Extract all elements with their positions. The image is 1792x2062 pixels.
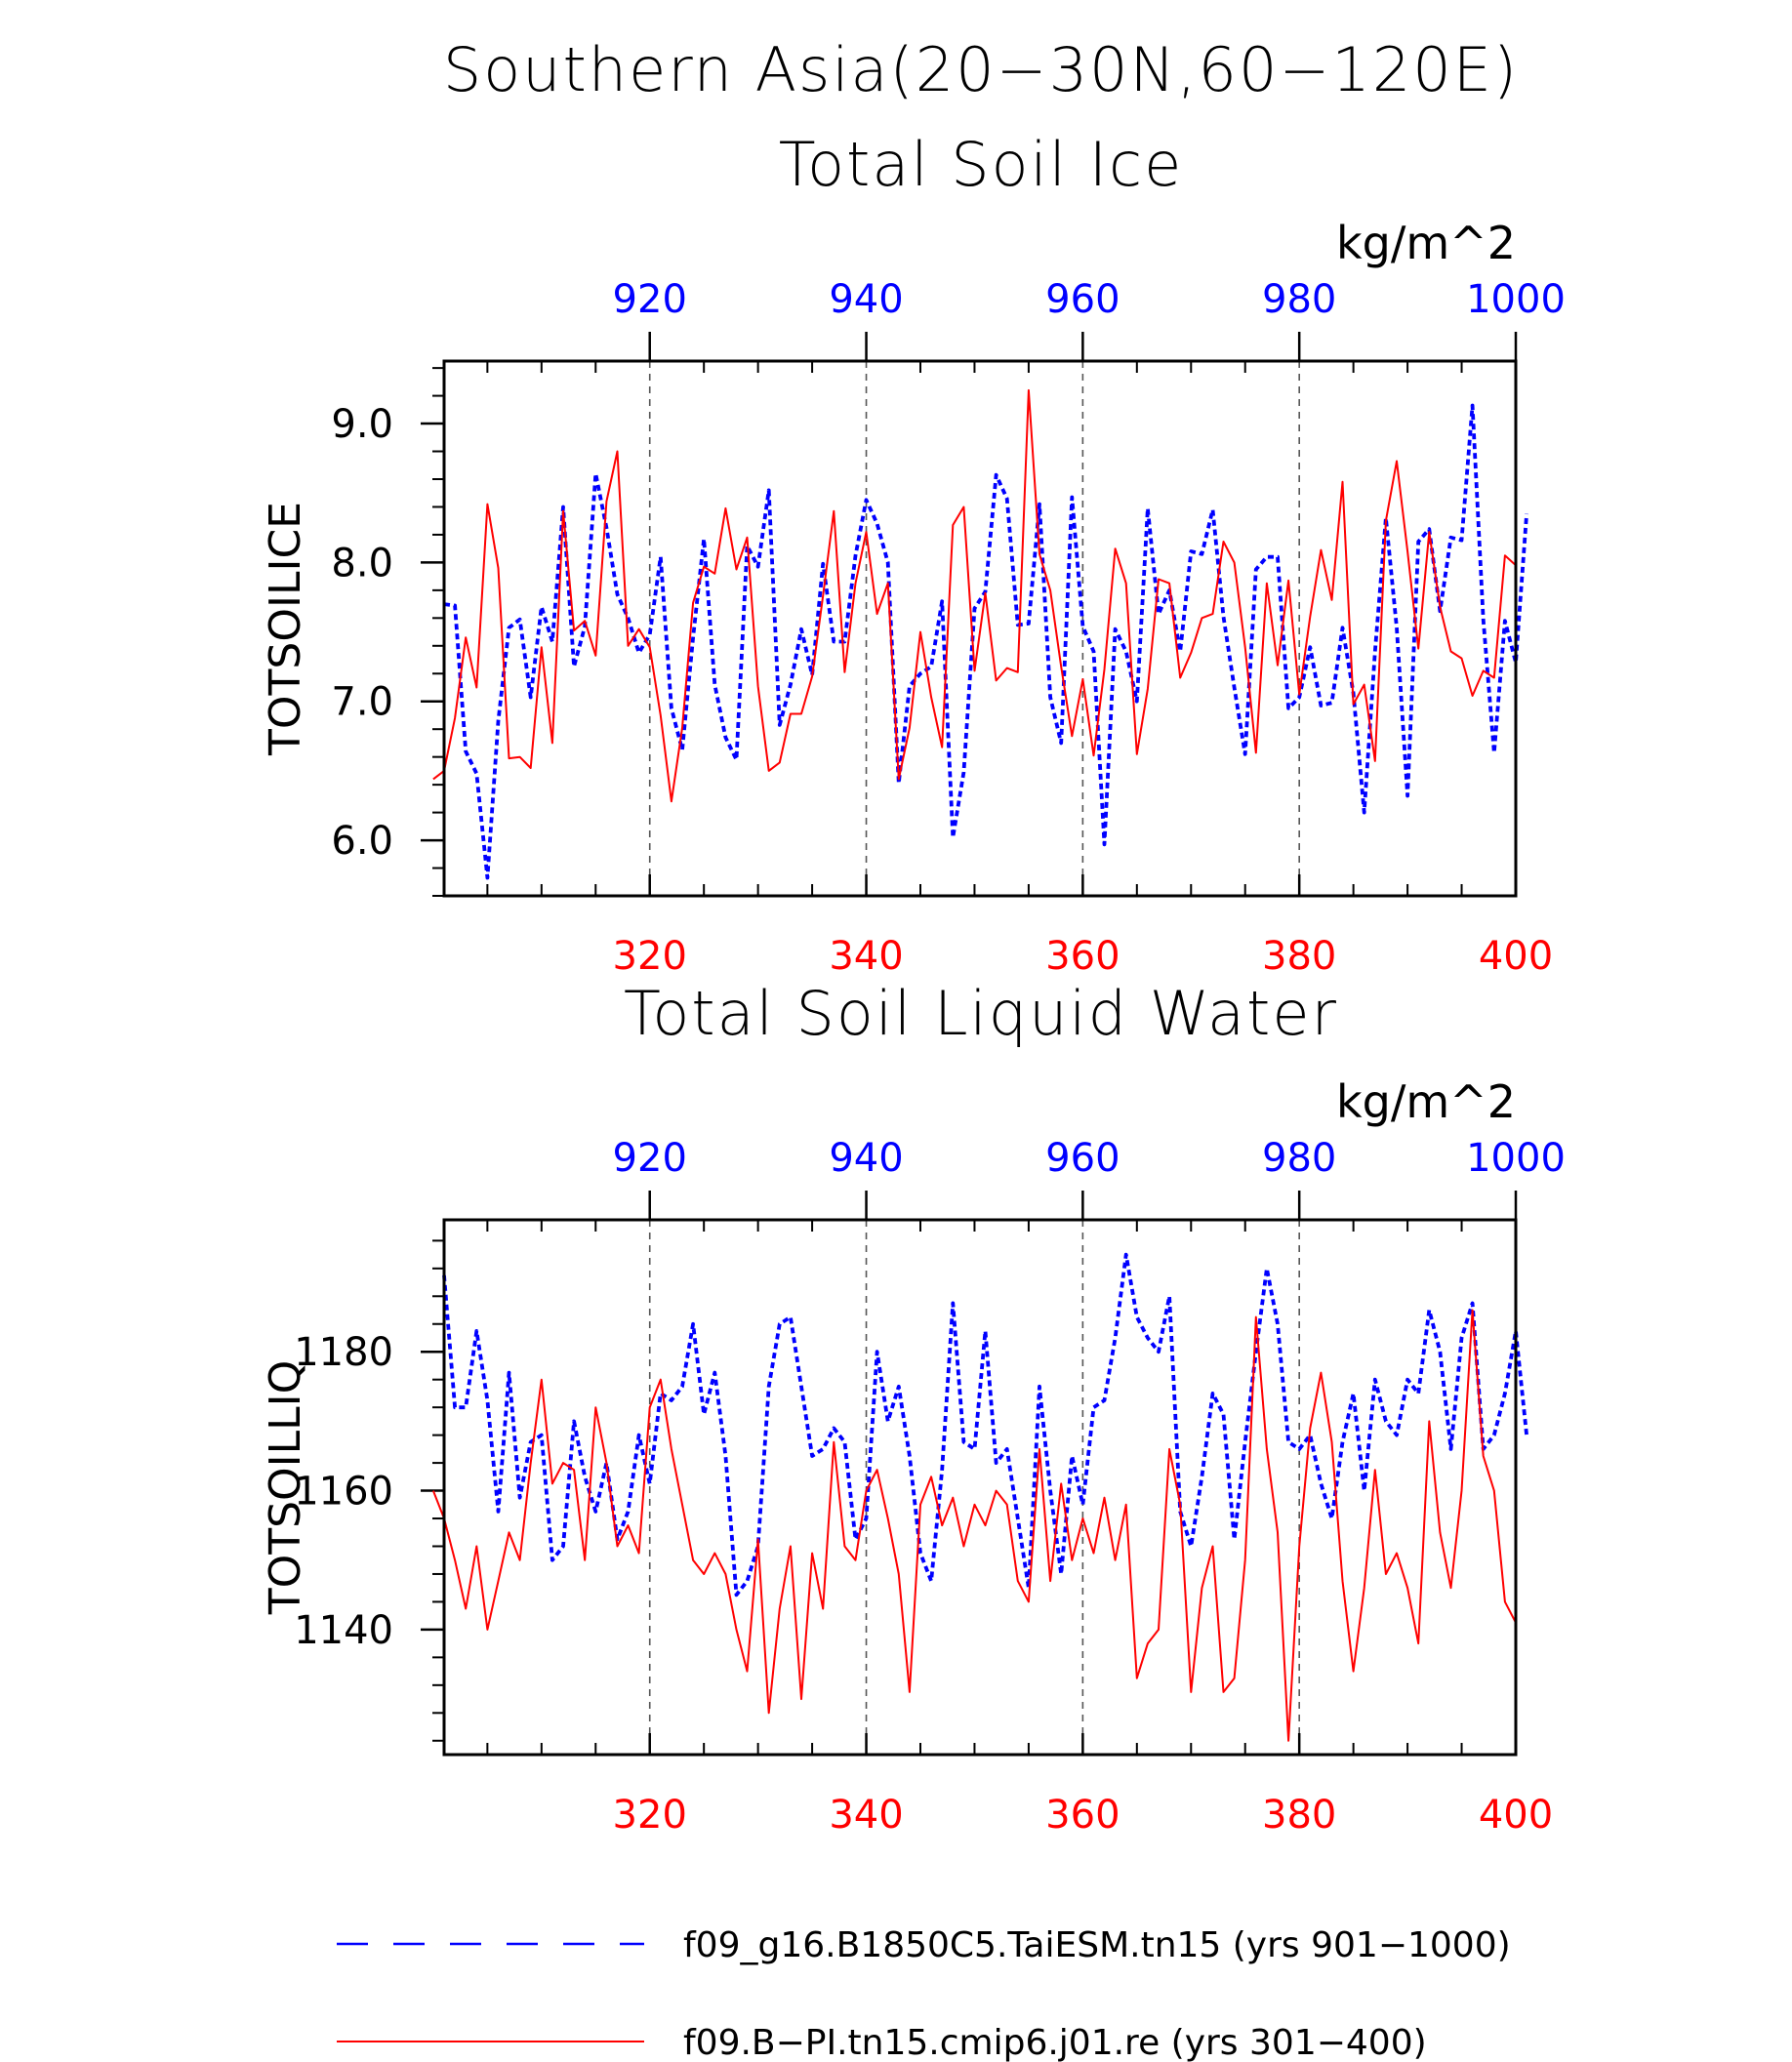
x-top-tick-label: 920	[613, 1136, 687, 1181]
units-label: kg/m^2	[1336, 1075, 1516, 1128]
legend: f09_g16.B1850C5.TaiESM.tn15 (yrs 901−100…	[337, 1925, 1511, 2062]
x-top-tick-label: 980	[1262, 277, 1336, 322]
x-tick-label: 360	[1045, 1793, 1120, 1838]
x-top-tick-label: 960	[1045, 277, 1120, 322]
x-top-tick-label: 1000	[1466, 1136, 1566, 1181]
legend-label: f09.B−PI.tn15.cmip6.j01.re (yrs 301−400)	[683, 2023, 1427, 2062]
main-title: Southern Asia(20−30N,60−120E)	[442, 34, 1520, 105]
chart-panel-2: Total Soil Liquid Water kg/m^2 TOTSOILLIQ 3…	[261, 978, 1566, 1838]
x-tick-label: 400	[1479, 1793, 1553, 1838]
units-label: kg/m^2	[1336, 217, 1516, 269]
x-tick-label: 400	[1479, 934, 1553, 979]
x-tick-label: 360	[1045, 934, 1120, 979]
series-line-cmip6	[432, 388, 1517, 803]
plot-frame	[442, 359, 1518, 898]
x-top-tick-label: 980	[1262, 1136, 1336, 1181]
y-tick-label: 8.0	[331, 541, 393, 586]
x-tick-label: 380	[1262, 934, 1336, 979]
y-tick-label: 9.0	[331, 402, 393, 447]
series-line-cmip6	[431, 1309, 1517, 1742]
x-top-tick-label: 920	[613, 277, 687, 322]
plot-frame	[442, 1218, 1518, 1757]
series-line-taiesm	[443, 403, 1528, 880]
legend-label: f09_g16.B1850C5.TaiESM.tn15 (yrs 901−100…	[683, 1925, 1511, 1965]
x-top-tick-label: 1000	[1466, 277, 1566, 322]
y-tick-label: 1180	[294, 1330, 393, 1375]
x-top-tick-label: 940	[829, 1136, 903, 1181]
chart-panel-1: Total Soil Ice kg/m^2 TOTSOILICE 320 340 360 3…	[261, 129, 1566, 979]
panel-title: Total Soil Liquid Water	[624, 978, 1338, 1049]
y-tick-label: 1140	[294, 1608, 393, 1653]
x-tick-label: 340	[829, 934, 903, 979]
y-axis-label: TOTSOILICE	[261, 502, 310, 756]
y-tick-label: 6.0	[331, 819, 393, 864]
x-tick-label: 340	[829, 1793, 903, 1838]
y-axis-label: TOTSOILLIQ	[261, 1360, 310, 1616]
y-tick-label: 1160	[294, 1470, 393, 1515]
x-tick-label: 380	[1262, 1793, 1336, 1838]
series-line-taiesm	[442, 1252, 1528, 1597]
x-tick-label: 320	[613, 934, 687, 979]
x-tick-label: 320	[613, 1793, 687, 1838]
x-top-tick-label: 940	[829, 277, 903, 322]
x-top-tick-label: 960	[1045, 1136, 1120, 1181]
y-tick-label: 7.0	[331, 680, 393, 725]
panel-title: Total Soil Ice	[779, 129, 1183, 200]
